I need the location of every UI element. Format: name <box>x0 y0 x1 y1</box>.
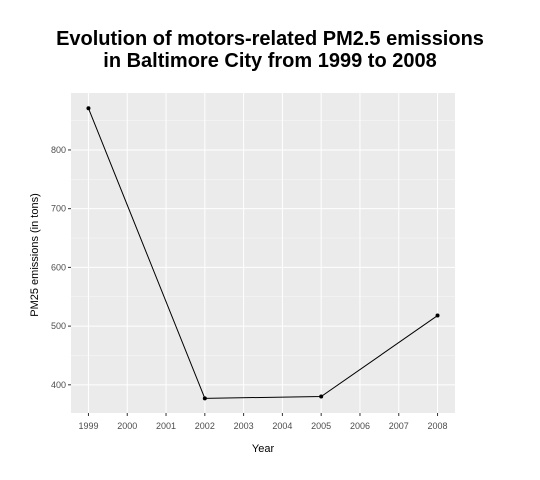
axis-ticks <box>68 149 439 416</box>
x-tick-label: 1999 <box>78 421 98 431</box>
y-axis-title: PM25 emissions (in tons) <box>29 193 41 317</box>
x-tick-label: 2003 <box>234 421 254 431</box>
x-tick-label: 2001 <box>156 421 176 431</box>
x-axis-title: Year <box>252 443 275 455</box>
chart-title-line-1: Evolution of motors-related PM2.5 emissi… <box>56 28 484 50</box>
data-point <box>319 394 324 399</box>
y-tick-label: 800 <box>51 145 66 155</box>
y-tick-label: 400 <box>51 380 66 390</box>
y-tick-label: 500 <box>51 321 66 331</box>
x-tick-label: 2002 <box>195 421 215 431</box>
major-gridlines <box>71 93 455 413</box>
data-point <box>202 396 207 401</box>
y-tick-label: 600 <box>51 262 66 272</box>
plot-panel <box>71 93 455 413</box>
emissions-series-line <box>87 108 438 399</box>
data-point <box>86 106 91 111</box>
minor-gridlines <box>71 120 455 356</box>
chart-title-line-2: in Baltimore City from 1999 to 2008 <box>103 50 437 72</box>
x-tick-label: 2005 <box>311 421 331 431</box>
chart-title: Evolution of motors-related PM2.5 emissi… <box>0 28 540 72</box>
x-tick-label: 2000 <box>117 421 137 431</box>
x-tick-label: 2007 <box>389 421 409 431</box>
y-axis-tick-labels: 400 500 600 700 800 <box>51 145 66 390</box>
x-tick-label: 2004 <box>272 421 292 431</box>
x-tick-label: 2008 <box>428 421 448 431</box>
y-tick-label: 700 <box>51 204 66 214</box>
emissions-series-points <box>86 106 440 401</box>
x-tick-label: 2006 <box>350 421 370 431</box>
data-point <box>435 313 440 318</box>
x-axis-tick-labels: 1999 2000 2001 2002 2003 2004 2005 2006 2007 2008 <box>78 421 447 431</box>
